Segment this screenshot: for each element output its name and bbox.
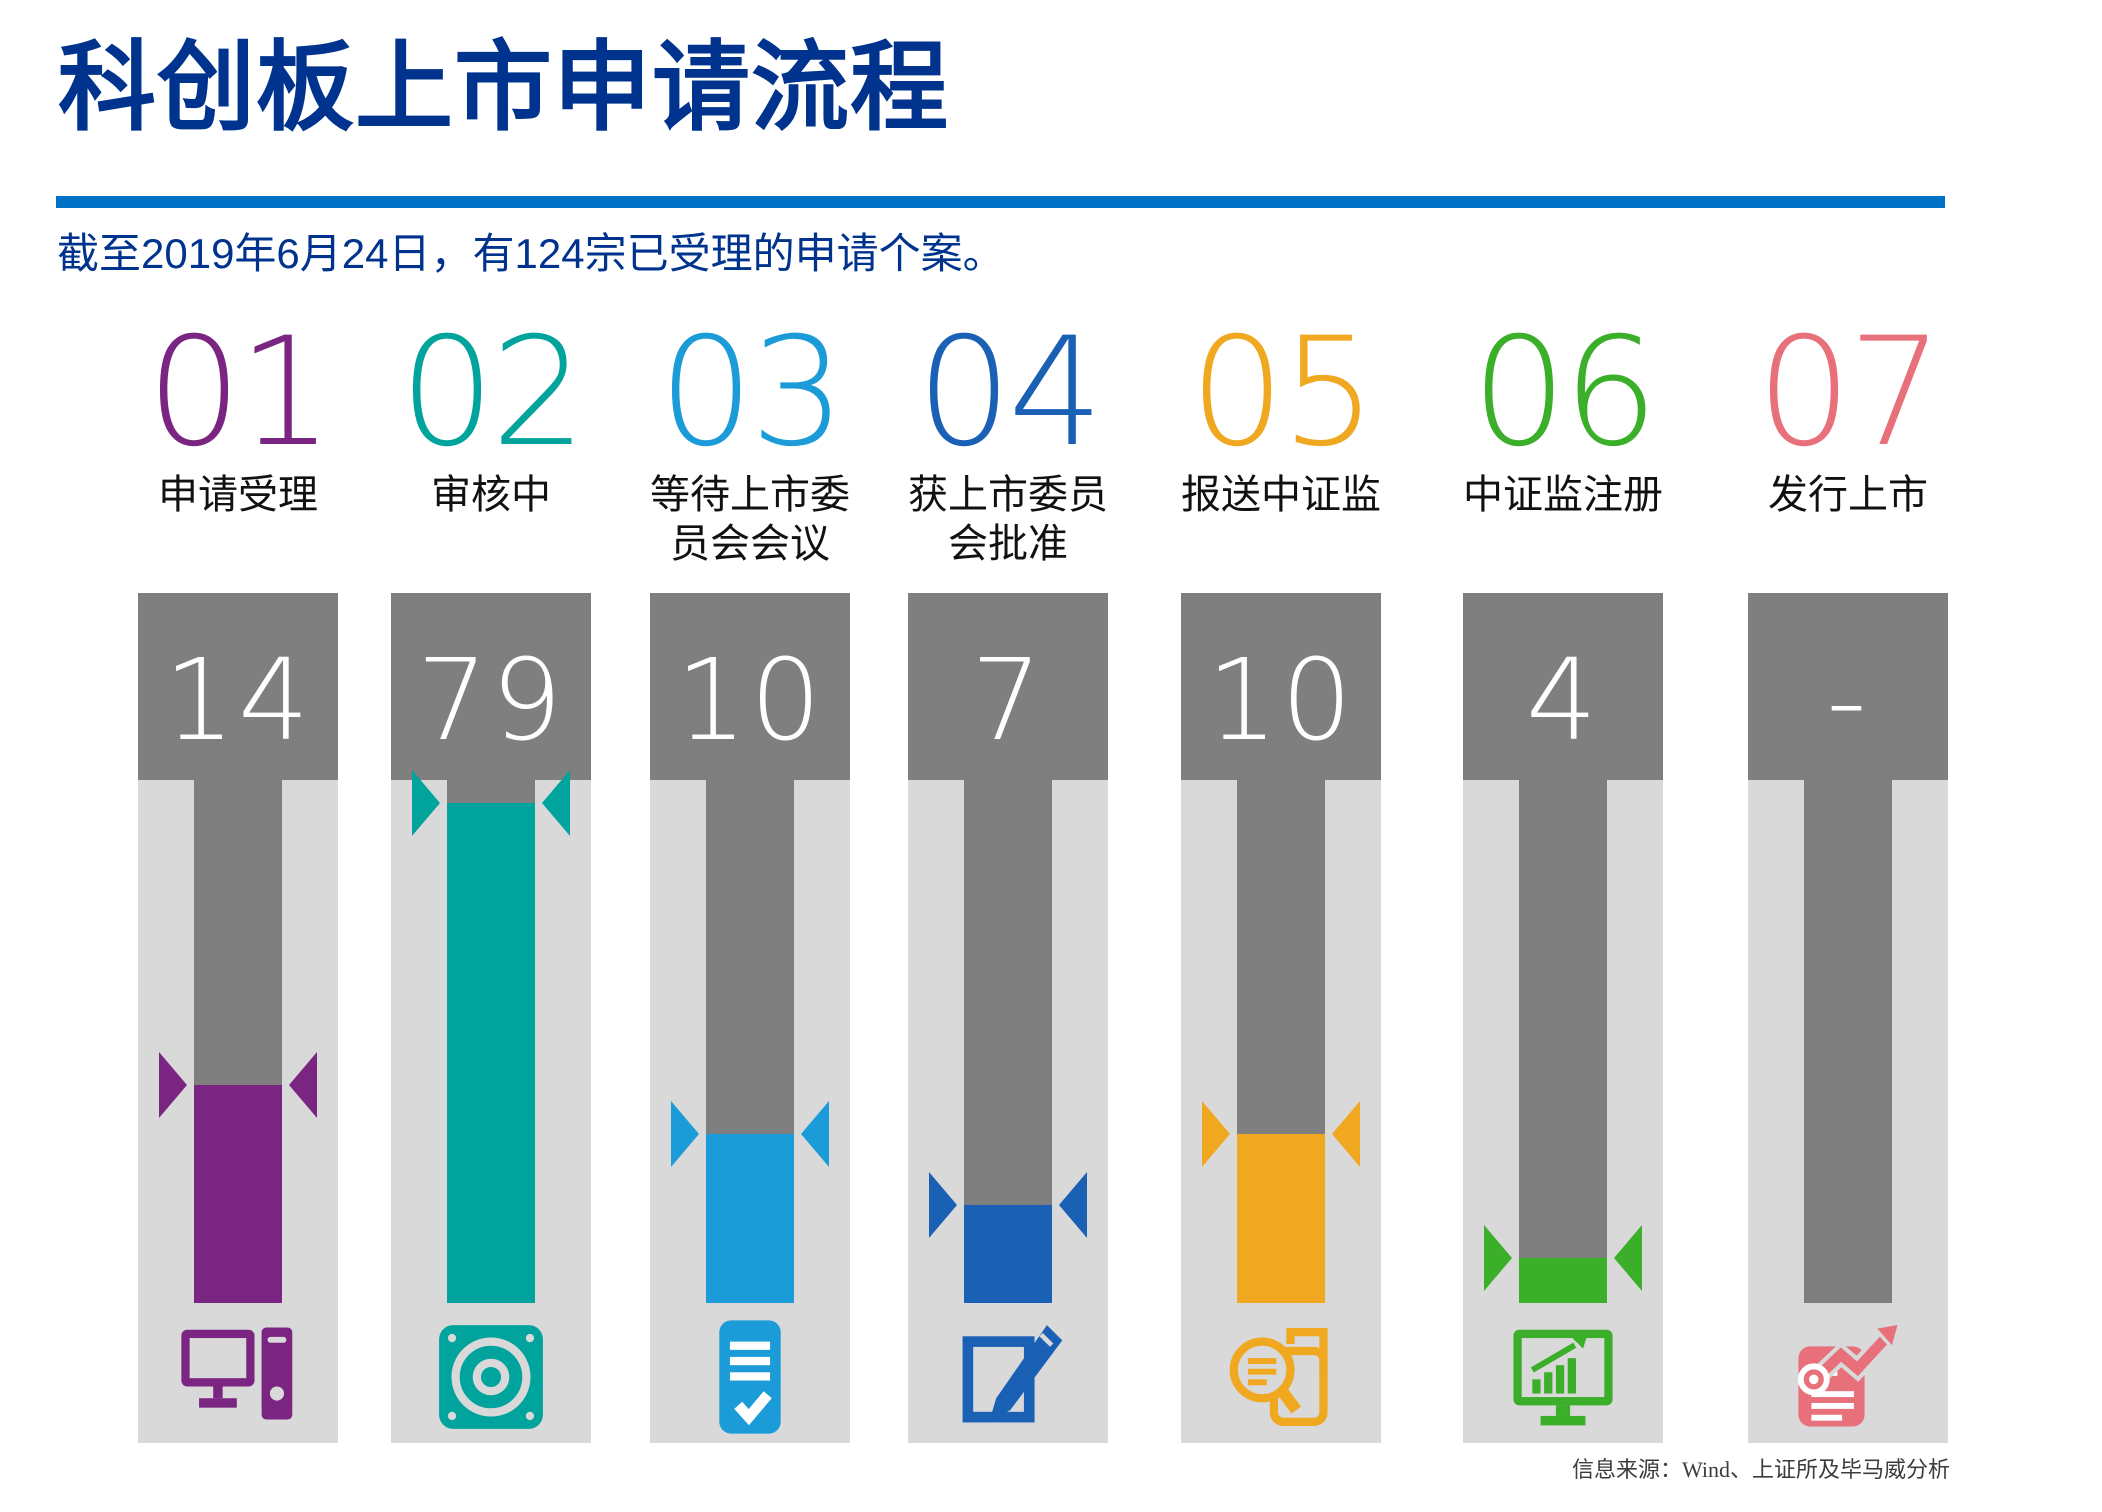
- bar-marker-right-arrow-icon: [929, 1172, 957, 1238]
- bar-marker-left-arrow-icon: [1614, 1225, 1642, 1291]
- bar-marker-right-arrow-icon: [412, 770, 440, 836]
- step-column-02: 02 审核中 79: [381, 306, 601, 1443]
- step-column-04: 04 获上市委员会批准 7: [898, 306, 1118, 1443]
- bar-marker-right-arrow-icon: [1202, 1101, 1230, 1167]
- bar-track: [1804, 780, 1892, 1303]
- desktop-computer-icon: [179, 1318, 297, 1436]
- step-panel: [1463, 780, 1663, 1443]
- step-column-01: 01 申请受理 14: [128, 306, 348, 1443]
- bar-marker-right-arrow-icon: [1484, 1225, 1512, 1291]
- step-panel: [1748, 780, 1948, 1443]
- count-value: -: [1826, 635, 1870, 766]
- step-label: 等待上市委员会会议: [650, 473, 850, 566]
- step-column-06: 06 中证监注册 4: [1453, 306, 1673, 1443]
- step-label: 报送中证监: [1181, 473, 1381, 517]
- step-panel: [650, 780, 850, 1443]
- chart-monitor-icon: [1504, 1318, 1622, 1436]
- step-number: 01: [146, 306, 334, 480]
- bar-marker-right-arrow-icon: [671, 1101, 699, 1167]
- growth-report-icon: [1789, 1318, 1907, 1436]
- page-title: 科创板上市申请流程: [58, 32, 950, 142]
- bar-marker-left-arrow-icon: [542, 770, 570, 836]
- step-label: 获上市委员会批准: [908, 473, 1108, 566]
- count-block: -: [1748, 593, 1948, 780]
- bar-marker-right-arrow-icon: [159, 1052, 187, 1118]
- step-label: 中证监注册: [1463, 473, 1663, 517]
- bar-fill: [194, 1085, 282, 1303]
- step-column-05: 05 报送中证监 10: [1171, 306, 1391, 1443]
- subtitle: 截至2019年6月24日，有124宗已受理的申请个案。: [57, 230, 1005, 277]
- step-number: 03: [658, 306, 846, 480]
- step-number: 07: [1756, 306, 1944, 480]
- step-label: 申请受理: [158, 473, 318, 517]
- step-number: 02: [399, 306, 587, 480]
- document-check-icon: [691, 1318, 809, 1436]
- step-label: 审核中: [431, 473, 551, 517]
- bar-fill: [1237, 1134, 1325, 1303]
- step-panel: [138, 780, 338, 1443]
- count-block: 4: [1463, 593, 1663, 780]
- step-panel: [391, 770, 591, 1443]
- step-panel: [1181, 780, 1381, 1443]
- count-value: 10: [675, 635, 825, 766]
- edit-document-icon: [949, 1318, 1067, 1436]
- count-value: 14: [163, 635, 313, 766]
- bar-marker-left-arrow-icon: [801, 1101, 829, 1167]
- count-block: 10: [650, 593, 850, 780]
- count-block: 14: [138, 593, 338, 780]
- step-label: 发行上市: [1768, 473, 1928, 517]
- count-value: 7: [970, 635, 1046, 766]
- count-value: 79: [416, 635, 566, 766]
- speaker-icon: [432, 1318, 550, 1436]
- bar-track: [1519, 780, 1607, 1303]
- step-number: 05: [1189, 306, 1377, 480]
- bar-fill: [964, 1205, 1052, 1303]
- bar-marker-left-arrow-icon: [289, 1052, 317, 1118]
- step-column-03: 03 等待上市委员会会议 10: [640, 306, 860, 1443]
- step-panel: [908, 780, 1108, 1443]
- bar-marker-left-arrow-icon: [1059, 1172, 1087, 1238]
- bar-fill: [1519, 1258, 1607, 1303]
- count-block: 7: [908, 593, 1108, 780]
- count-value: 10: [1206, 635, 1356, 766]
- count-value: 4: [1525, 635, 1601, 766]
- source-note: 信息来源：Wind、上证所及毕马威分析: [1572, 1457, 1950, 1482]
- step-column-07: 07 发行上市 -: [1738, 306, 1958, 1443]
- document-review-icon: [1222, 1318, 1340, 1436]
- count-block: 79: [391, 593, 591, 780]
- bar-marker-left-arrow-icon: [1332, 1101, 1360, 1167]
- count-block: 10: [1181, 593, 1381, 780]
- title-divider: [56, 196, 1945, 208]
- step-number: 06: [1471, 306, 1659, 480]
- bar-fill: [706, 1134, 794, 1303]
- step-number: 04: [916, 306, 1104, 480]
- bar-fill: [447, 803, 535, 1303]
